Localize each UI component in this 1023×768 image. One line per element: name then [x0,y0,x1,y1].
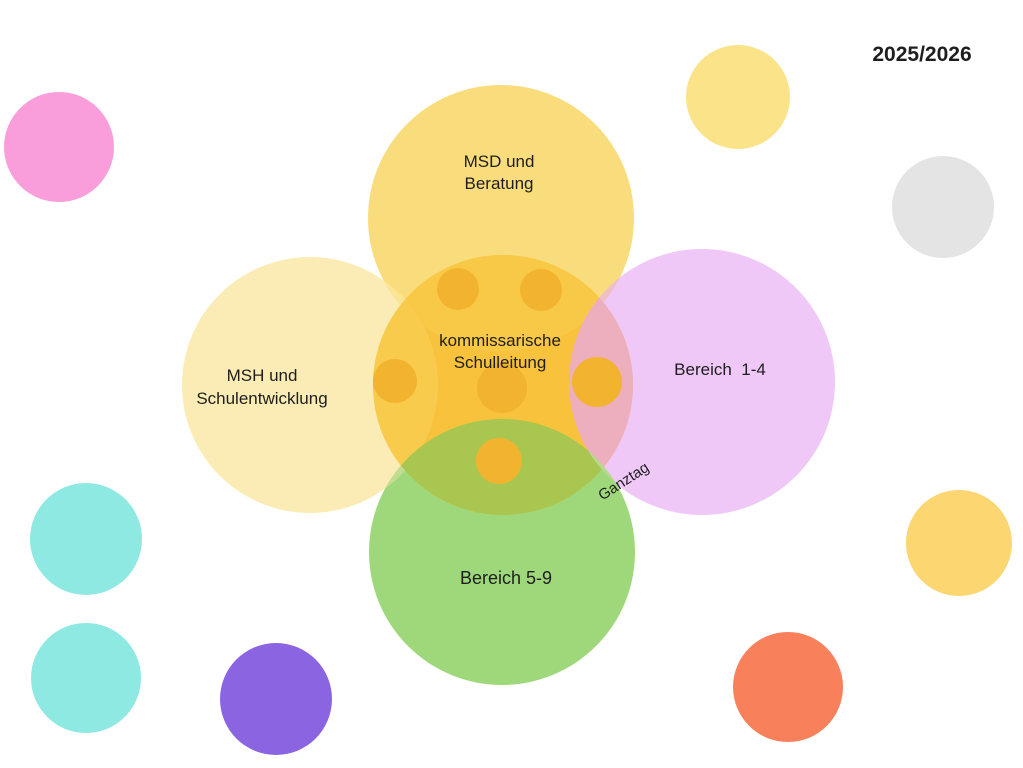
label-msd-und-beratung: MSD und Beratung [463,152,535,193]
decorative-circle-yellow-top [686,45,790,149]
label-msh-und-schulentwicklung: MSH und Schulentwicklung [196,366,328,408]
leadership-dot [572,357,622,407]
leadership-dot [476,438,522,484]
decorative-circle-purple [220,643,332,755]
school-year-title: 2025/2026 [872,43,972,66]
label-kommissarische-schulleitung: kommissarische Schulleitung [439,331,561,372]
decorative-circle-yellow-right [906,490,1012,596]
leadership-dot [437,268,479,310]
label-bereich-1-4: Bereich 1-4 [674,360,766,379]
decorative-circle-cyan-lower [31,623,141,733]
decorative-circle-gray [892,156,994,258]
decorative-circle-coral [733,632,843,742]
label-bereich-5-9: Bereich 5-9 [459,568,553,588]
leadership-dot [520,269,562,311]
leadership-dot [477,363,527,413]
decorative-circle-pink [4,92,114,202]
leadership-dot [373,359,417,403]
overlap-bereich59-bereich14 [369,419,635,685]
decorative-circle-cyan-upper [30,483,142,595]
